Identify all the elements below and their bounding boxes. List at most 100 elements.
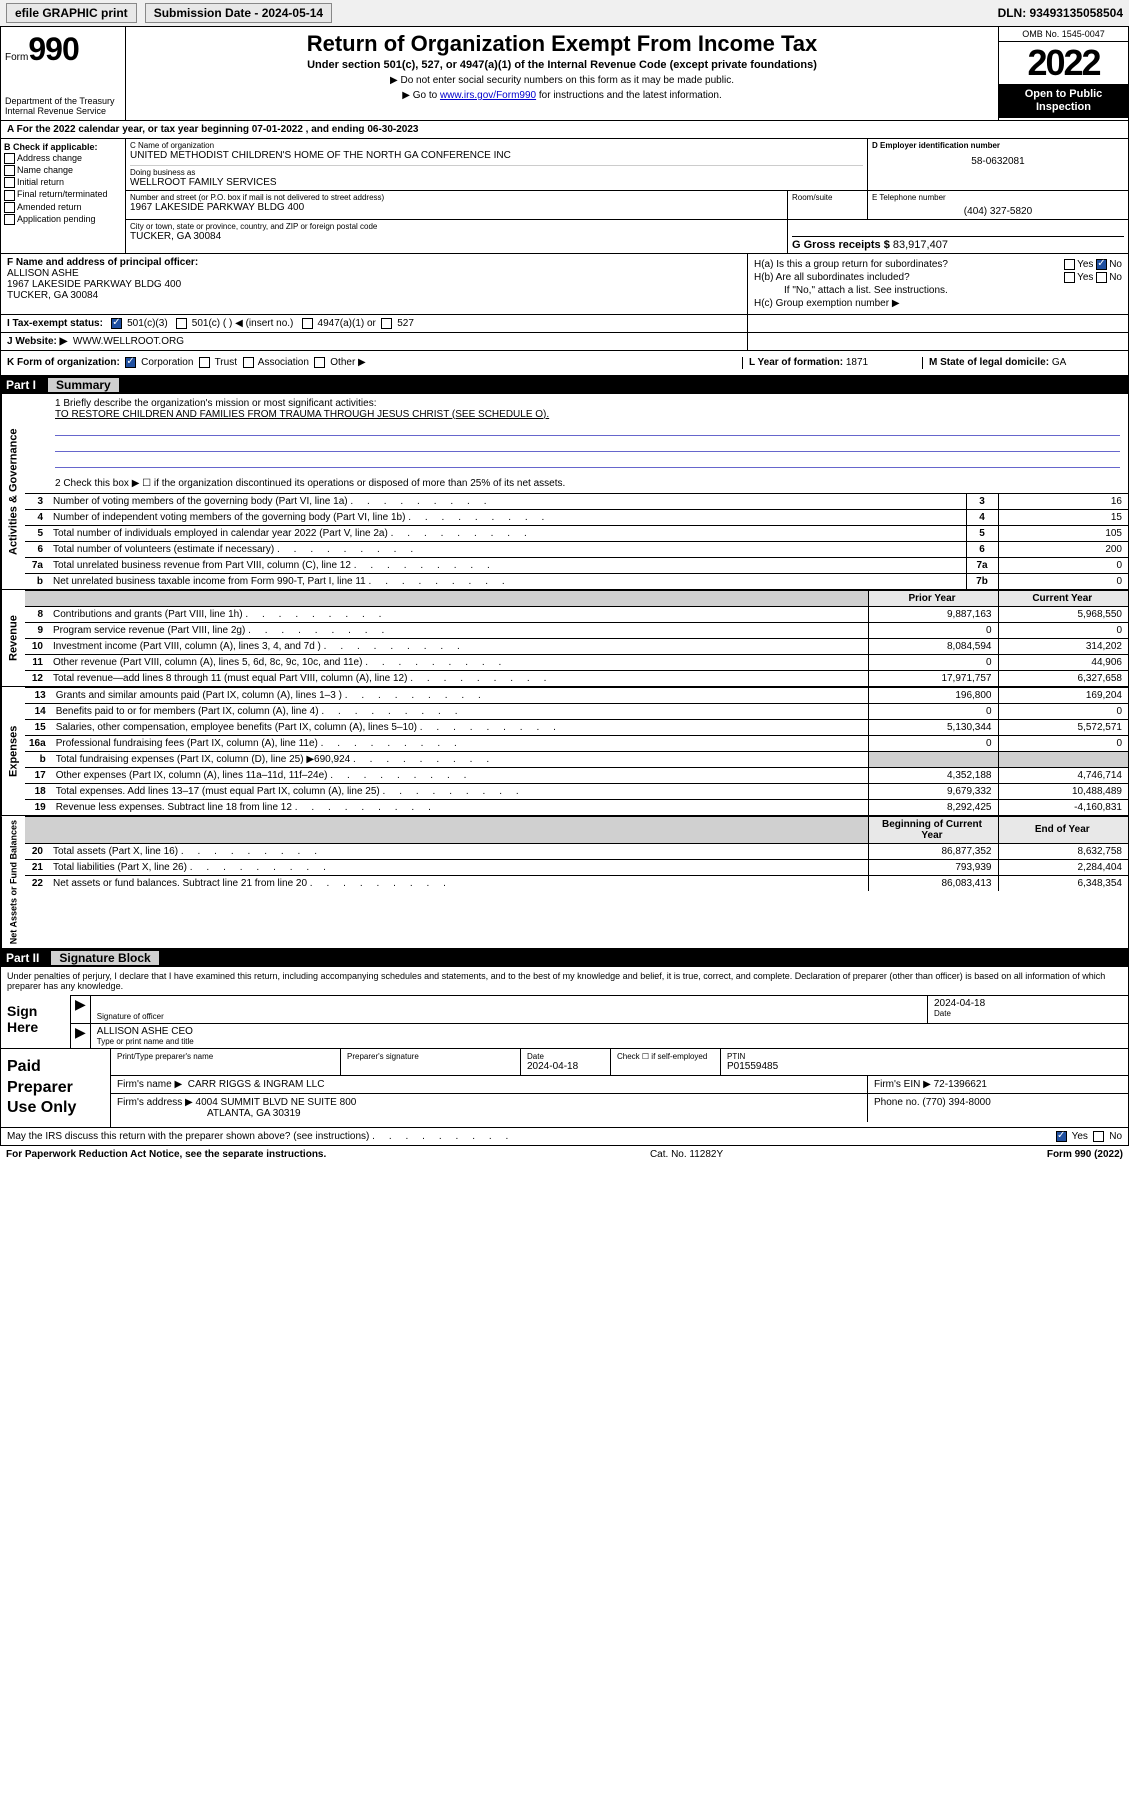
officer-label: F Name and address of principal officer: (7, 257, 198, 268)
end-hdr: End of Year (998, 816, 1128, 843)
row-j: J Website: ▶ WWW.WELLROOT.ORG (0, 333, 1129, 351)
firm-phone: (770) 394-8000 (922, 1097, 990, 1108)
irs-link[interactable]: www.irs.gov/Form990 (440, 90, 536, 101)
check-trust[interactable] (199, 357, 210, 368)
domicile-label: M State of legal domicile: (929, 357, 1049, 368)
firm-ein-label: Firm's EIN ▶ (874, 1079, 931, 1090)
mission-text: TO RESTORE CHILDREN AND FAMILIES FROM TR… (55, 409, 1120, 420)
vert-revenue: Revenue (1, 590, 25, 686)
discuss-yes[interactable] (1056, 1131, 1067, 1142)
dots (369, 1131, 508, 1142)
tax-year: 2022 (999, 42, 1128, 84)
check-amended[interactable]: Amended return (4, 202, 122, 213)
discuss-no[interactable] (1093, 1131, 1104, 1142)
form-prefix: Form (5, 52, 28, 63)
check-527[interactable] (381, 318, 392, 329)
self-emp-label: Check ☐ if self-employed (617, 1052, 714, 1061)
check-4947[interactable] (302, 318, 313, 329)
submission-date-button[interactable]: Submission Date - 2024-05-14 (145, 3, 332, 23)
note2-suffix: for instructions and the latest informat… (536, 90, 722, 101)
city-value: TUCKER, GA 30084 (130, 231, 783, 242)
dept-treasury: Department of the Treasury Internal Reve… (5, 96, 121, 116)
check-address-change[interactable]: Address change (4, 153, 122, 164)
opt-527: 527 (397, 318, 414, 329)
table-row: 10Investment income (Part VIII, column (… (25, 638, 1128, 654)
ha-no[interactable] (1096, 259, 1107, 270)
phone-label: E Telephone number (872, 193, 1124, 202)
hc-label: H(c) Group exemption number ▶ (754, 298, 900, 309)
netassets-table: Beginning of Current Year End of Year 20… (25, 816, 1128, 891)
prior-curr-header: Prior Year Current Year (25, 590, 1128, 606)
form-org-label: K Form of organization: (7, 358, 120, 369)
table-row: bTotal fundraising expenses (Part IX, co… (25, 751, 1128, 767)
opt-501c3: 501(c)(3) (127, 318, 168, 329)
table-row: bNet unrelated business taxable income f… (25, 573, 1128, 589)
discuss-text: May the IRS discuss this return with the… (7, 1131, 369, 1142)
check-final-return[interactable]: Final return/terminated (4, 189, 122, 200)
efile-topbar: efile GRAPHIC print Submission Date - 20… (0, 0, 1129, 27)
part2-label: Part II (6, 951, 39, 965)
phone-value: (404) 327-5820 (872, 206, 1124, 217)
table-row: 14Benefits paid to or for members (Part … (25, 703, 1128, 719)
prep-name-label: Print/Type preparer's name (117, 1052, 334, 1061)
beg-end-header: Beginning of Current Year End of Year (25, 816, 1128, 843)
check-other[interactable] (314, 357, 325, 368)
check-name-change[interactable]: Name change (4, 165, 122, 176)
line2-text: 2 Check this box ▶ ☐ if the organization… (55, 478, 1120, 489)
check-corp[interactable] (125, 357, 136, 368)
vert-netassets: Net Assets or Fund Balances (1, 816, 25, 948)
website-value: WWW.WELLROOT.ORG (73, 336, 184, 347)
opt-trust: Trust (215, 358, 237, 369)
officer-name: ALLISON ASHE (7, 268, 79, 279)
check-app-pending[interactable]: Application pending (4, 214, 122, 225)
preparer-block: Paid Preparer Use Only Print/Type prepar… (0, 1049, 1129, 1128)
mission-block: 1 Briefly describe the organization's mi… (25, 394, 1128, 493)
prep-sig-label: Preparer's signature (347, 1052, 514, 1061)
efile-print-button[interactable]: efile GRAPHIC print (6, 3, 137, 23)
mission-blank3 (55, 454, 1120, 468)
check-501c3[interactable] (111, 318, 122, 329)
table-row: 8Contributions and grants (Part VIII, li… (25, 606, 1128, 622)
table-row: 4Number of independent voting members of… (25, 509, 1128, 525)
firm-name: CARR RIGGS & INGRAM LLC (188, 1079, 325, 1090)
opt-amended: Amended return (17, 202, 82, 212)
dba-value: WELLROOT FAMILY SERVICES (130, 177, 863, 188)
opt-corp: Corporation (141, 358, 193, 369)
opt-501c: 501(c) ( ) ◀ (insert no.) (192, 318, 294, 329)
part2-title: Signature Block (51, 951, 158, 965)
prior-year-hdr: Prior Year (868, 590, 998, 606)
table-row: 16aProfessional fundraising fees (Part I… (25, 735, 1128, 751)
discuss-row: May the IRS discuss this return with the… (0, 1128, 1129, 1146)
street-value: 1967 LAKESIDE PARKWAY BLDG 400 (130, 202, 783, 213)
part1-label: Part I (6, 378, 36, 392)
opt-4947: 4947(a)(1) or (318, 318, 376, 329)
check-assoc[interactable] (243, 357, 254, 368)
ptin-label: PTIN (727, 1052, 1122, 1061)
street-block: Number and street (or P.O. box if mail i… (126, 191, 788, 219)
table-row: 7aTotal unrelated business revenue from … (25, 557, 1128, 573)
section-c-to-g: C Name of organization UNITED METHODIST … (126, 139, 1128, 253)
revenue-table: Prior Year Current Year 8Contributions a… (25, 590, 1128, 686)
dln-text: DLN: 93493135058504 (998, 6, 1123, 20)
form-version: Form 990 (2022) (1047, 1149, 1123, 1160)
room-suite: Room/suite (788, 191, 868, 219)
expenses-table: 13Grants and similar amounts paid (Part … (25, 687, 1128, 815)
year-box: OMB No. 1545-0047 2022 Open to Public In… (998, 27, 1128, 120)
hb-no[interactable] (1096, 272, 1107, 283)
form-title: Return of Organization Exempt From Incom… (134, 31, 990, 57)
org-name: UNITED METHODIST CHILDREN'S HOME OF THE … (130, 150, 863, 161)
opt-final: Final return/terminated (17, 189, 108, 199)
hb-yes[interactable] (1064, 272, 1075, 283)
year-formation: 1871 (846, 357, 868, 368)
check-501c[interactable] (176, 318, 187, 329)
prep-date: 2024-04-18 (527, 1061, 604, 1072)
sig-officer-label: Signature of officer (97, 1012, 921, 1021)
table-row: 19Revenue less expenses. Subtract line 1… (25, 799, 1128, 815)
netassets-block: Net Assets or Fund Balances Beginning of… (0, 816, 1129, 949)
row-i: I Tax-exempt status: 501(c)(3) 501(c) ( … (0, 315, 1129, 333)
opt-initial: Initial return (17, 177, 64, 187)
receipts-block: G Gross receipts $ 83,917,407 (788, 220, 1128, 253)
line-a-tax-year: A For the 2022 calendar year, or tax yea… (0, 121, 1129, 139)
ha-yes[interactable] (1064, 259, 1075, 270)
check-initial-return[interactable]: Initial return (4, 177, 122, 188)
